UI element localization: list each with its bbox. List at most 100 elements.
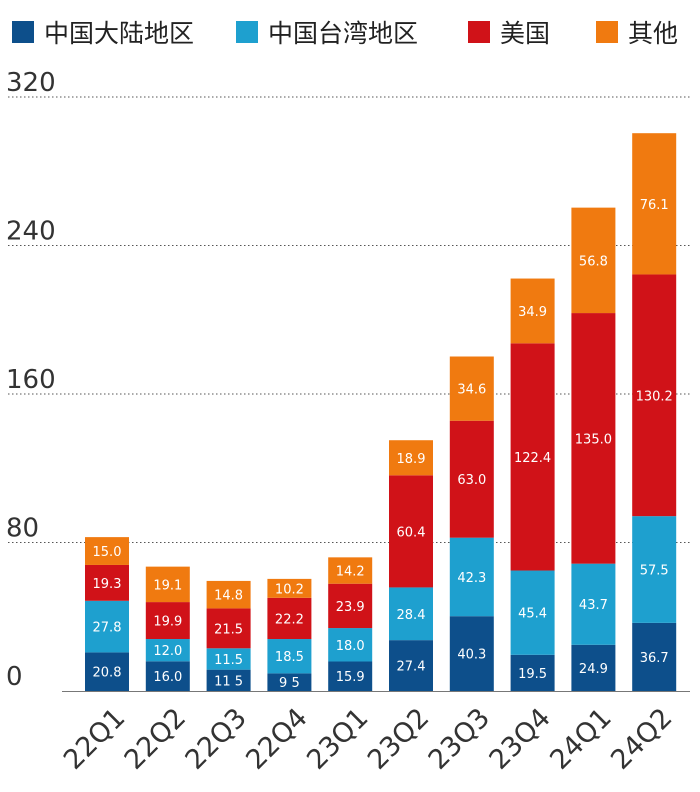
data-label: 40.3 [457,648,486,663]
data-label: 19.3 [93,577,122,592]
bar-segment [267,639,312,674]
bar-segment [328,661,373,691]
data-label: 11.5 [214,653,243,668]
data-label: 76.1 [640,198,669,213]
y-tick-label: 80 [6,514,39,544]
data-label: 9 5 [279,676,300,691]
y-tick-label: 240 [6,217,56,247]
bar-segment [145,566,190,603]
data-label: 130.2 [636,389,673,404]
x-tick-label: 22Q3 [180,702,253,775]
legend: 中国大陆地区 中国台湾地区 美国 其他 [0,6,700,50]
bar-segment [571,313,616,564]
bar-segment [85,600,129,653]
data-label: 16.0 [153,670,182,685]
bar-segment [206,608,251,649]
legend-label-usa: 美国 [500,19,551,48]
data-label: 43.7 [579,598,608,613]
legend-label-other: 其他 [628,19,679,48]
data-label: 23.9 [336,600,365,615]
y-tick-label: 320 [6,68,56,98]
data-label: 19.1 [153,578,182,593]
bar-segment [449,420,494,538]
data-label: 27.4 [397,660,426,675]
data-label: 27.8 [93,621,122,636]
data-label: 63.0 [457,473,486,488]
bar-segment [85,564,129,601]
bar-segment [449,537,494,617]
legend-swatch-usa [468,21,490,43]
bar-segment [571,563,616,645]
data-label: 19.9 [153,615,182,630]
data-label: 34.9 [518,305,547,320]
bar-segment [510,278,555,344]
x-tick-label: 23Q2 [362,702,435,775]
data-label: 45.4 [518,607,547,622]
legend-swatch-taiwan [236,21,258,43]
y-tick-label: 0 [6,662,23,692]
bar-segment [449,356,494,421]
x-tick-label: 22Q2 [119,702,192,775]
data-label: 12.0 [153,644,182,659]
data-label: 15.9 [336,670,365,685]
x-tick-label: 23Q1 [301,702,374,775]
x-tick-label: 24Q1 [544,702,617,775]
data-label: 11 5 [214,674,243,689]
bar-segment [389,587,433,641]
x-tick-label: 22Q4 [240,702,313,775]
bar-segment [389,475,433,588]
x-tick-label: 23Q4 [484,702,557,775]
bar-segment [85,537,129,565]
data-label: 10.2 [275,582,304,597]
data-label: 20.8 [93,666,122,681]
bar-segment [206,669,251,691]
data-label: 122.4 [514,451,551,466]
data-label: 34.6 [457,383,486,398]
bar-segment [145,602,190,640]
bar-segment [510,343,555,571]
legend-label-mainland: 中国大陆地区 [44,19,195,48]
legend-swatch-mainland [12,21,34,43]
data-label: 36.7 [640,651,669,666]
data-label: 14.8 [214,589,243,604]
bar-segment [206,648,251,670]
legend-item-usa: 美国 [468,14,550,50]
data-label: 60.4 [397,525,426,540]
legend-item-other: 其他 [596,14,678,50]
bar-segment [145,639,190,662]
data-label: 42.3 [457,571,486,586]
bar-segment [632,622,677,691]
bar-segment [510,654,555,691]
bar-segment [571,644,616,691]
legend-item-taiwan: 中国台湾地区 [236,14,418,50]
bar-segment [389,440,433,476]
bar-segment [632,516,677,623]
data-label: 28.4 [397,608,426,623]
data-label: 15.0 [93,545,122,560]
bar-segment [145,661,190,691]
y-tick-label: 160 [6,365,56,395]
bar-segment [328,583,373,629]
data-label: 135.0 [575,432,612,447]
bar-segment [571,207,616,314]
bar-segment [389,640,433,691]
data-label: 14.2 [336,565,365,580]
legend-item-mainland: 中国大陆地区 [12,14,194,50]
data-label: 56.8 [579,254,608,269]
data-label: 21.5 [214,622,243,637]
bar-segment [328,628,373,662]
x-tick-label: 24Q2 [605,702,678,775]
bar-segment [85,652,129,691]
bar-segment [267,578,312,598]
bar-segment [267,597,312,640]
data-label: 19.5 [518,667,547,682]
x-tick-label: 23Q3 [423,702,496,775]
data-label: 18.9 [397,452,426,467]
bar-segment [206,580,251,609]
bar-segment [632,274,677,517]
bar-segment [632,133,677,275]
data-label: 22.2 [275,612,304,627]
data-label: 18.0 [336,639,365,654]
data-label: 57.5 [640,564,669,579]
